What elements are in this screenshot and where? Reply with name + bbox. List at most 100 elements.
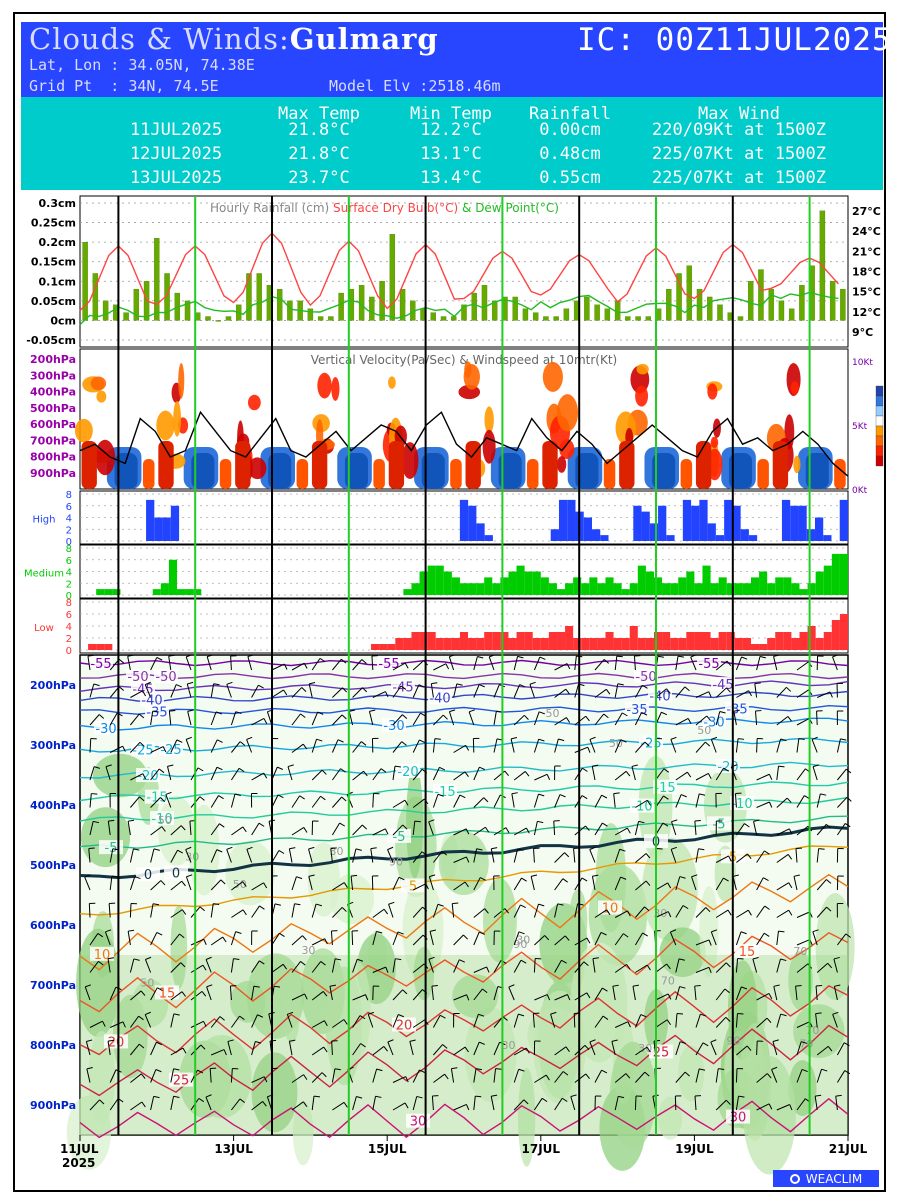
wind-barb xyxy=(667,882,672,889)
wind-barb xyxy=(530,876,535,891)
wind-barb xyxy=(205,959,212,973)
cloud-bar xyxy=(500,577,509,595)
wind-barb xyxy=(130,1073,142,1083)
rain-bar xyxy=(625,316,631,321)
wind-barb xyxy=(505,827,510,834)
wind-barb xyxy=(145,956,152,960)
velocity-y-tick: 300hPa xyxy=(30,369,76,382)
wind-barb xyxy=(284,663,288,670)
rain-bar xyxy=(92,273,99,321)
wind-barb xyxy=(513,1069,520,1083)
wind-barb xyxy=(566,663,571,670)
wind-barb xyxy=(331,958,336,973)
wind-barb xyxy=(87,656,91,671)
wind-barb xyxy=(756,801,770,808)
wind-barb xyxy=(258,822,265,827)
wind-barb xyxy=(602,822,608,827)
wind-barb xyxy=(170,933,180,946)
wind-barb xyxy=(635,906,645,918)
wind-barb xyxy=(453,994,467,1001)
wind-barb xyxy=(554,1071,564,1083)
wind-barb xyxy=(160,880,166,886)
wind-barb xyxy=(456,683,463,686)
cloud-y-tick: 4 xyxy=(66,568,72,579)
wind-barb xyxy=(675,905,684,918)
cloud-bar xyxy=(621,589,630,595)
wind-barb xyxy=(434,738,441,740)
wind-barb xyxy=(291,1101,304,1111)
cloud-bar xyxy=(666,535,675,541)
wind-barb xyxy=(242,826,247,833)
wind-barb xyxy=(589,1041,596,1056)
wind-barb xyxy=(529,684,535,698)
wind-barb xyxy=(836,823,846,836)
wind-barb xyxy=(837,796,848,808)
wind-barb xyxy=(282,964,288,970)
velocity-blob xyxy=(311,441,328,489)
isotherm-label: -10 xyxy=(151,812,172,827)
wind-barb xyxy=(186,736,192,740)
wind-barb xyxy=(680,794,687,798)
wind-barb xyxy=(210,1016,221,1028)
wind-barb xyxy=(788,828,793,835)
wind-barb xyxy=(187,711,192,726)
wind-barb xyxy=(340,768,346,773)
rain-bar xyxy=(829,281,836,321)
wind-barb xyxy=(352,687,363,698)
rain-bar xyxy=(788,308,795,321)
cloud-bar xyxy=(112,589,121,595)
wind-barb xyxy=(764,850,770,855)
wind-barb xyxy=(343,1102,348,1108)
wind-barb xyxy=(812,931,818,946)
wind-barb xyxy=(532,1013,535,1028)
rain-bar xyxy=(737,316,744,321)
wind-barb xyxy=(815,1094,822,1097)
wind-barb xyxy=(589,739,596,753)
wind-barb xyxy=(299,795,305,800)
wind-barb xyxy=(508,986,515,1001)
wind-barb xyxy=(468,711,475,726)
wind-barb xyxy=(343,1019,348,1025)
cloud-bar xyxy=(468,638,477,650)
wind-barb xyxy=(156,932,163,936)
rain-bar xyxy=(246,273,252,321)
isotherm-label: 10 xyxy=(94,948,111,963)
wind-barb xyxy=(450,1068,455,1083)
isotherm-label-bg xyxy=(396,764,420,779)
wind-barb xyxy=(302,1101,308,1108)
wind-barb xyxy=(139,796,145,802)
wind-barb xyxy=(603,713,609,719)
wind-barb xyxy=(291,713,301,726)
wind-barb xyxy=(376,930,383,934)
rain-tick-label: -0.05cm xyxy=(26,334,76,347)
isotherm-line xyxy=(79,690,849,703)
wind-barb xyxy=(574,992,588,1001)
wind-barb xyxy=(251,684,259,698)
wind-barb xyxy=(231,741,241,753)
isotherm-label: -30 xyxy=(703,715,724,730)
wind-barb xyxy=(827,1046,833,1052)
wind-barb xyxy=(473,826,486,836)
wind-barb xyxy=(107,1039,115,1042)
wind-barb xyxy=(592,764,599,767)
wind-barb xyxy=(554,852,565,863)
wind-barb xyxy=(632,984,639,987)
cloud-bar xyxy=(443,638,452,650)
wind-barb xyxy=(756,905,766,918)
wind-barb xyxy=(565,688,570,695)
wind-barb xyxy=(463,934,469,940)
rh-shade xyxy=(464,1007,517,1102)
wind-barb xyxy=(412,851,423,863)
velocity-colorbar-cell xyxy=(875,405,884,417)
wind-barb xyxy=(200,1044,206,1050)
wind-barb xyxy=(539,656,546,660)
wind-barb xyxy=(670,736,677,740)
wind-barb xyxy=(445,663,450,670)
wind-barb xyxy=(744,823,750,828)
wind-barb xyxy=(332,687,343,698)
isotherm-label: -35 xyxy=(146,706,167,721)
wind-barb xyxy=(776,931,779,946)
isotherm-line xyxy=(79,1024,849,1097)
wind-barb xyxy=(538,738,545,742)
wind-barb xyxy=(160,797,166,803)
